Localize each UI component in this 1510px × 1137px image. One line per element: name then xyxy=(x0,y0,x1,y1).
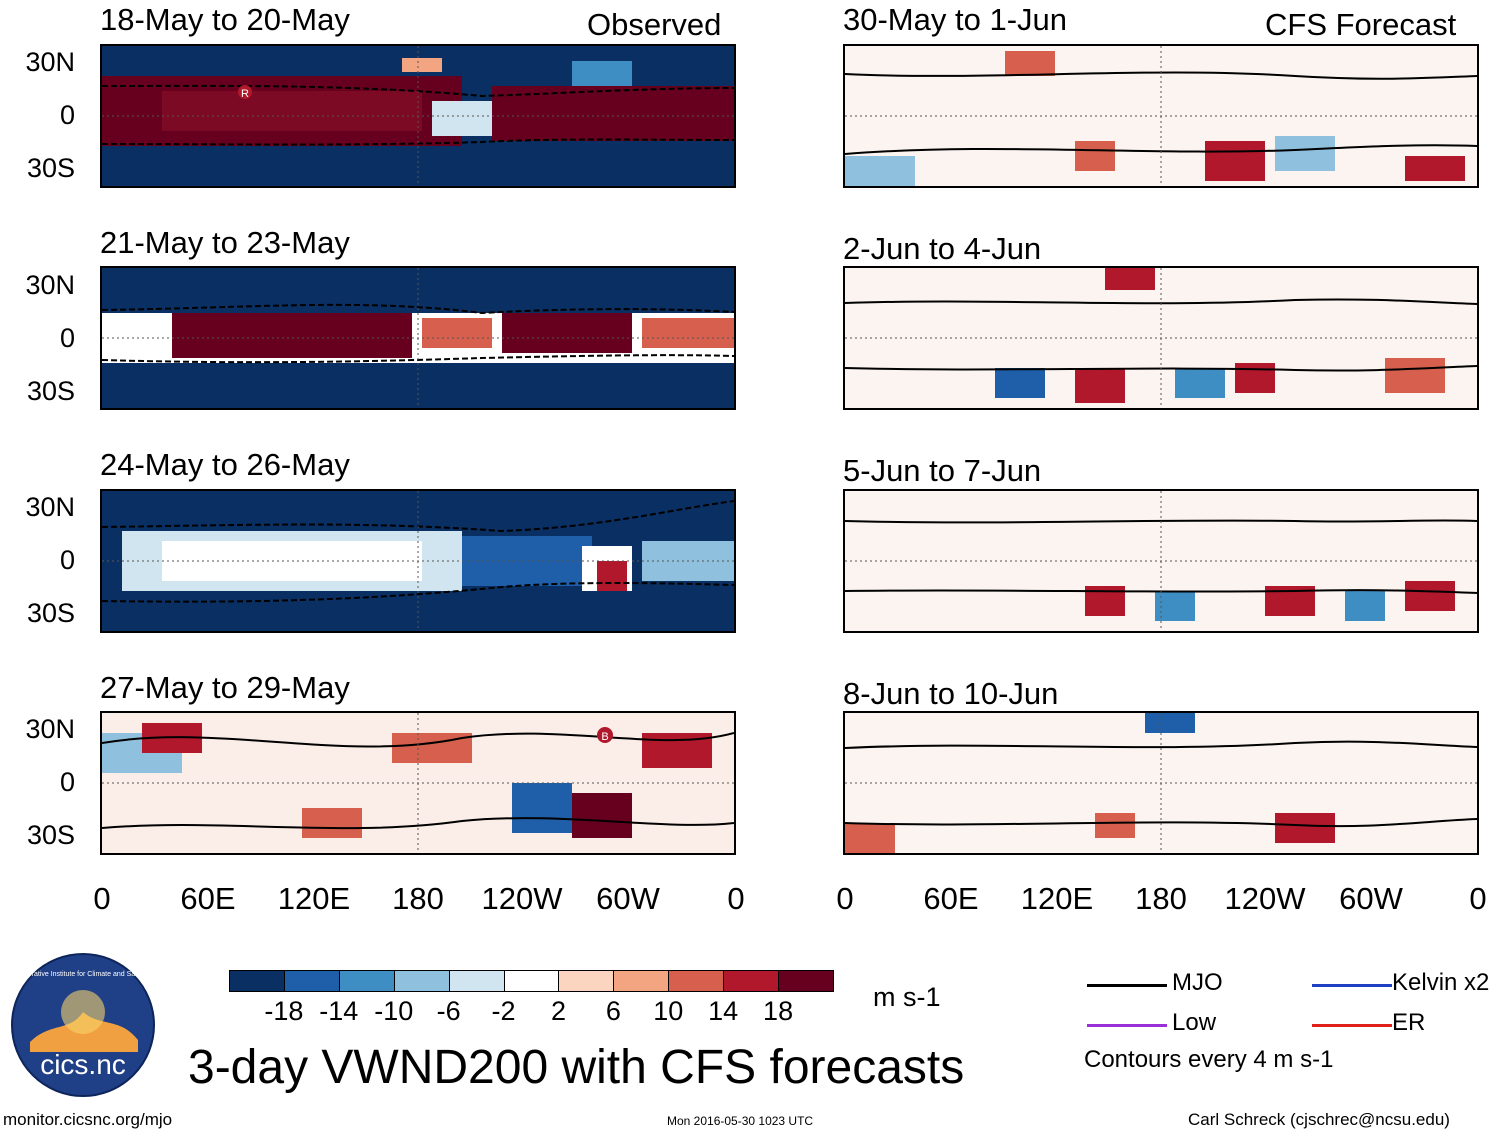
map-fcst-3-field xyxy=(845,491,1477,631)
panel-title-fcst-4: 8-Jun to 10-Jun xyxy=(843,676,1059,711)
lon-label-180: 180 xyxy=(392,881,444,916)
colorbar-swatch xyxy=(613,970,670,992)
footer-author: Carl Schreck (cjschrec@ncsu.edu) xyxy=(1188,1110,1450,1129)
map-obs-3-field xyxy=(102,491,734,631)
colorbar-swatch xyxy=(668,970,725,992)
colorbar-label: -18 xyxy=(264,996,304,1026)
footer-url: monitor.cicsnc.org/mjo xyxy=(3,1110,173,1129)
legend-line-kelvin xyxy=(1312,984,1392,987)
colorbar xyxy=(229,970,834,992)
colorbar-label: -2 xyxy=(491,996,516,1026)
panel-title-fcst-3: 5-Jun to 7-Jun xyxy=(843,453,1042,488)
lat-label-30s: 30S xyxy=(26,153,75,183)
legend-line-low xyxy=(1087,1024,1167,1027)
lon-label-60e: 60E xyxy=(923,881,979,916)
map-fcst-4 xyxy=(843,711,1479,855)
map-obs-2 xyxy=(100,266,736,410)
lon-label-0-end: 0 xyxy=(1469,881,1487,916)
footer-timestamp: Mon 2016-05-30 1023 UTC xyxy=(667,1114,814,1128)
lat-label-30n: 30N xyxy=(25,270,75,300)
colorbar-swatch xyxy=(229,970,285,992)
colorbar-label: 18 xyxy=(763,996,794,1026)
map-obs-4: B xyxy=(100,711,736,855)
colorbar-label: 6 xyxy=(605,996,621,1026)
map-obs-1: R xyxy=(100,44,736,188)
colorbar-label: 10 xyxy=(653,996,684,1026)
panel-title-obs-2: 21-May to 23-May xyxy=(100,225,350,260)
colorbar-label: -14 xyxy=(319,996,359,1026)
colorbar-swatch xyxy=(723,970,780,992)
map-fcst-2 xyxy=(843,266,1479,410)
lat-label-0: 0 xyxy=(59,100,75,130)
colorbar-label: 14 xyxy=(708,996,739,1026)
map-obs-4-field: B xyxy=(102,713,734,853)
lat-label-30s: 30S xyxy=(26,598,75,628)
map-obs-1-field: R xyxy=(102,46,734,186)
lat-label-0: 0 xyxy=(59,767,75,797)
lat-label-30n: 30N xyxy=(25,714,75,744)
lat-label-0: 0 xyxy=(59,545,75,575)
map-fcst-1 xyxy=(843,44,1479,188)
lat-label-30s: 30S xyxy=(26,820,75,850)
lat-label-30s: 30S xyxy=(26,376,75,406)
legend-label-kelvin: Kelvin x2 xyxy=(1392,969,1490,996)
legend-line-er xyxy=(1312,1024,1392,1027)
colorbar-label: -10 xyxy=(374,996,414,1026)
colorbar-swatch xyxy=(778,970,834,992)
lat-label-30n: 30N xyxy=(25,47,75,77)
legend-label-mjo: MJO xyxy=(1172,969,1223,996)
map-obs-3 xyxy=(100,489,736,633)
colorbar-label: -6 xyxy=(436,996,461,1026)
map-obs-2-field xyxy=(102,268,734,408)
lon-label-120w: 120W xyxy=(481,881,563,916)
map-fcst-1-field xyxy=(845,46,1477,186)
observed-header: Observed xyxy=(587,7,722,42)
lon-label-120e: 120E xyxy=(1020,881,1094,916)
lat-label-0: 0 xyxy=(59,323,75,353)
legend-line-mjo xyxy=(1087,984,1167,987)
panel-title-obs-3: 24-May to 26-May xyxy=(100,447,350,482)
contour-note: Contours every 4 m s-1 xyxy=(1084,1046,1334,1073)
forecast-header: CFS Forecast xyxy=(1265,7,1457,42)
map-fcst-4-field xyxy=(845,713,1477,853)
colorbar-swatch xyxy=(558,970,615,992)
colorbar-swatch xyxy=(448,970,505,992)
lat-label-30n: 30N xyxy=(25,492,75,522)
lon-label-0: 0 xyxy=(836,881,854,916)
legend-label-er: ER xyxy=(1392,1009,1426,1036)
map-fcst-3 xyxy=(843,489,1479,633)
cics-logo: cics.nc Cooperative Institute for Climat… xyxy=(11,953,155,1097)
lon-label-60e: 60E xyxy=(180,881,236,916)
lon-label-0: 0 xyxy=(93,881,111,916)
lon-label-0-end: 0 xyxy=(727,881,745,916)
lon-label-120w: 120W xyxy=(1224,881,1306,916)
map-fcst-2-field xyxy=(845,268,1477,408)
colorbar-swatch xyxy=(283,970,340,992)
logo-name: cics.nc xyxy=(40,1049,126,1080)
panel-title-obs-1: 18-May to 20-May xyxy=(100,2,350,37)
colorbar-swatch xyxy=(338,970,395,992)
main-title: 3-day VWND200 with CFS forecasts xyxy=(188,1041,965,1094)
panel-title-fcst-2: 2-Jun to 4-Jun xyxy=(843,231,1042,266)
marker-r: R xyxy=(241,88,249,100)
marker-b: B xyxy=(601,731,608,743)
lon-label-60w: 60W xyxy=(1339,881,1403,916)
logo-ring-text: Cooperative Institute for Climate and Sa… xyxy=(11,971,155,978)
lon-label-120e: 120E xyxy=(277,881,351,916)
colorbar-swatch xyxy=(393,970,450,992)
legend-label-low: Low xyxy=(1172,1009,1217,1036)
colorbar-units: m s-1 xyxy=(873,982,941,1012)
lon-label-180: 180 xyxy=(1135,881,1187,916)
colorbar-swatch xyxy=(503,970,560,992)
panel-title-fcst-1: 30-May to 1-Jun xyxy=(843,2,1067,37)
lon-label-60w: 60W xyxy=(596,881,660,916)
colorbar-label: 2 xyxy=(550,996,566,1026)
panel-title-obs-4: 27-May to 29-May xyxy=(100,670,350,705)
